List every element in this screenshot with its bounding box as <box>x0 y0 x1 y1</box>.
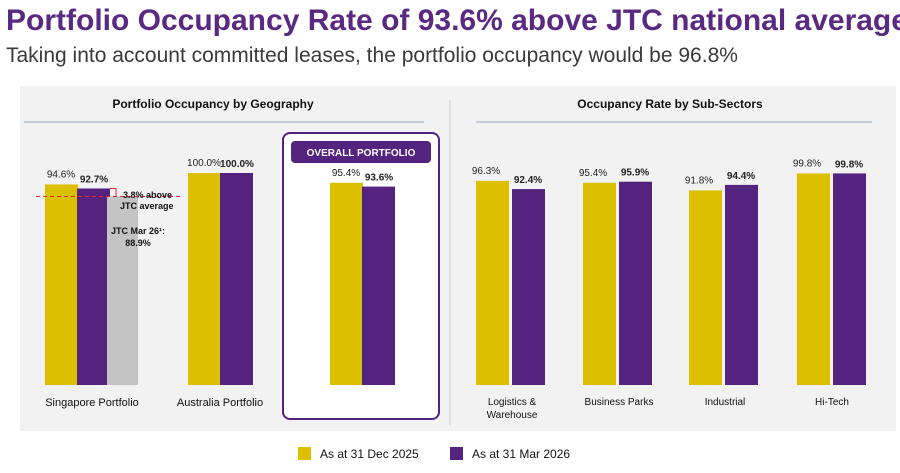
data-label-2025: 91.8% <box>685 175 713 186</box>
category-label-hi-tech: Hi-Tech <box>815 397 849 408</box>
bar-2026 <box>220 173 253 385</box>
gap-bracket <box>110 187 117 197</box>
data-label-2025: 99.8% <box>793 158 821 169</box>
legend-swatch-2026 <box>450 447 463 460</box>
bar-2025 <box>797 173 830 385</box>
page-subtitle: Taking into account committed leases, th… <box>6 44 738 67</box>
category-label-singapore: Singapore Portfolio <box>45 397 139 409</box>
category-label-industrial: Industrial <box>705 397 746 408</box>
bar-2025 <box>45 184 78 385</box>
legend-label-2026: As at 31 Mar 2026 <box>472 447 570 461</box>
category-label-logistics-1: Logistics & <box>488 397 537 408</box>
bar-2026 <box>77 188 110 385</box>
category-label-australia: Australia Portfolio <box>177 397 263 409</box>
geography-bars: 94.6% 92.7% 100.0% 100.0% 95.4% 93.6% <box>45 158 395 385</box>
bar-2026 <box>725 184 758 385</box>
bar-2025 <box>476 180 509 385</box>
legend-label-2025: As at 31 Dec 2025 <box>320 447 419 461</box>
data-label-2025: 95.4% <box>332 168 360 179</box>
legend: As at 31 Dec 2025 As at 31 Mar 2026 <box>0 434 900 473</box>
data-label-2026: 92.7% <box>80 174 108 185</box>
data-label-2025: 94.6% <box>47 169 75 180</box>
subsector-chart-title: Occupancy Rate by Sub-Sectors <box>577 97 763 111</box>
bar-2026 <box>833 173 866 385</box>
bar-2025 <box>330 182 363 385</box>
bar-2026 <box>362 186 395 385</box>
jtc-label-line1: JTC Mar 26¹: <box>111 226 165 236</box>
page-title: Portfolio Occupancy Rate of 93.6% above … <box>6 4 900 37</box>
data-label-2025: 96.3% <box>472 166 500 177</box>
category-label-business-parks: Business Parks <box>585 397 654 408</box>
gap-annotation-line1: 3.8% above <box>123 190 172 200</box>
legend-swatch-2025 <box>298 447 311 460</box>
bar-2025 <box>583 182 616 385</box>
category-label-logistics-2: Warehouse <box>487 410 538 421</box>
subsector-bars: 96.3% 92.4% 95.4% 95.9% 91.8% 94.4% 99.8% 99.8% <box>472 158 866 385</box>
data-label-2026: 99.8% <box>835 159 863 170</box>
data-label-2026: 92.4% <box>514 175 542 186</box>
overall-portfolio-tab <box>291 141 431 163</box>
bar-2026 <box>619 181 652 385</box>
jtc-label-line2: 88.9% <box>125 238 151 248</box>
data-label-2026: 94.4% <box>727 171 755 182</box>
data-label-2026: 93.6% <box>365 173 393 184</box>
data-label-2025: 95.4% <box>579 168 607 179</box>
bar-2025 <box>689 190 722 385</box>
bar-2026 <box>512 189 545 385</box>
data-label-2026: 100.0% <box>220 159 254 170</box>
data-label-2025: 100.0% <box>187 158 221 169</box>
geography-chart-title: Portfolio Occupancy by Geography <box>112 97 314 111</box>
gap-annotation-line2: JTC average <box>120 201 174 211</box>
overall-portfolio-tab-label: OVERALL PORTFOLIO <box>307 148 416 159</box>
bar-jtc-benchmark <box>107 196 138 385</box>
bar-2025 <box>188 173 221 385</box>
data-label-2026: 95.9% <box>621 168 649 179</box>
